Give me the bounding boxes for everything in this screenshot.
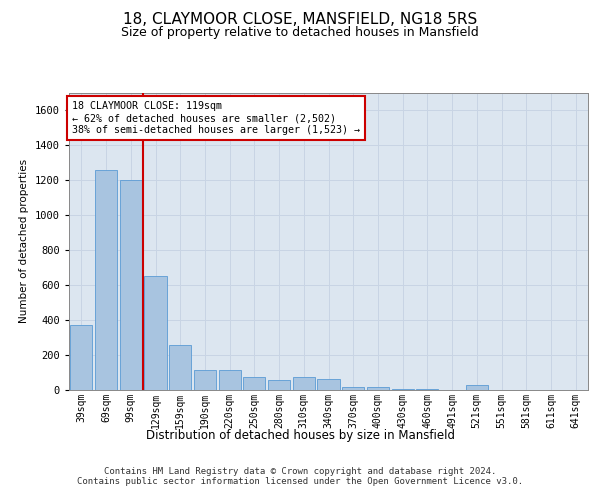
Bar xyxy=(317,378,340,390)
Text: 18, CLAYMOOR CLOSE, MANSFIELD, NG18 5RS: 18, CLAYMOOR CLOSE, MANSFIELD, NG18 5RS xyxy=(123,12,477,28)
Bar xyxy=(194,370,216,390)
Bar xyxy=(342,386,364,390)
Bar xyxy=(243,377,265,390)
Text: Size of property relative to detached houses in Mansfield: Size of property relative to detached ho… xyxy=(121,26,479,39)
Text: Contains HM Land Registry data © Crown copyright and database right 2024.: Contains HM Land Registry data © Crown c… xyxy=(104,468,496,476)
Bar xyxy=(392,389,414,390)
Bar xyxy=(367,386,389,390)
Bar xyxy=(218,370,241,390)
Y-axis label: Number of detached properties: Number of detached properties xyxy=(19,159,29,324)
Text: 18 CLAYMOOR CLOSE: 119sqm
← 62% of detached houses are smaller (2,502)
38% of se: 18 CLAYMOOR CLOSE: 119sqm ← 62% of detac… xyxy=(71,102,359,134)
Bar xyxy=(416,389,439,390)
Bar xyxy=(70,325,92,390)
Text: Distribution of detached houses by size in Mansfield: Distribution of detached houses by size … xyxy=(146,430,455,442)
Bar xyxy=(169,344,191,390)
Text: Contains public sector information licensed under the Open Government Licence v3: Contains public sector information licen… xyxy=(77,478,523,486)
Bar xyxy=(119,180,142,390)
Bar xyxy=(145,276,167,390)
Bar xyxy=(293,377,315,390)
Bar xyxy=(95,170,117,390)
Bar xyxy=(268,380,290,390)
Bar xyxy=(466,385,488,390)
